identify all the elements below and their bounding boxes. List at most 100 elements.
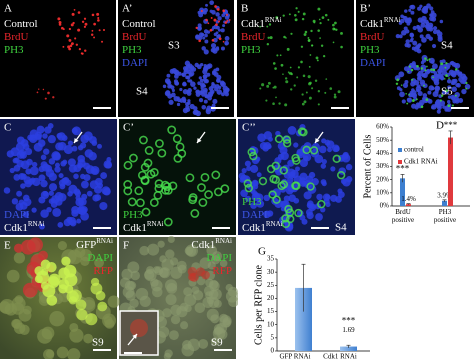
inset-cell [130,319,148,337]
panel-label: Cdk1RNAi [241,16,282,30]
cell [293,142,299,148]
cell [410,4,414,9]
cell [432,26,438,31]
cell [430,68,433,71]
cell [58,23,62,26]
cell [75,299,87,311]
cell [225,13,228,16]
cell [279,180,289,189]
cell [52,207,62,217]
cell [58,278,70,290]
cell [69,328,84,343]
cell [140,175,150,185]
cell [286,214,295,224]
cell [174,80,179,86]
stage-label: S5 [441,86,453,98]
cell [310,44,314,47]
cell [185,107,191,112]
panel-label: DAPI [122,57,148,69]
cell [77,28,81,32]
cell [177,71,182,76]
cell [297,66,300,69]
cell [428,58,431,61]
cell [91,29,94,32]
cell [45,168,55,178]
cell [250,202,257,209]
cell [212,48,218,54]
cell [273,85,277,89]
cell [244,195,252,202]
cell [412,40,418,46]
cell [333,145,340,152]
panel-label: RFP [93,265,113,277]
y-tick-label: 10% [376,188,389,196]
cell [455,68,458,71]
cell [329,87,333,90]
cell [261,83,265,87]
panel-letter: F [123,240,129,252]
cell [320,163,327,169]
cell [279,54,282,57]
cell [439,100,446,107]
label-text: Cdk1 [360,18,384,30]
cell [440,75,445,81]
cell [410,68,414,72]
cell [183,287,193,297]
cell [209,28,213,32]
cell [281,214,290,223]
cell [196,64,202,70]
cell [314,79,318,83]
cell [220,81,226,88]
cell [214,87,219,92]
cell [56,346,69,359]
cell [401,99,406,104]
cell [406,43,411,48]
cell [60,26,64,30]
cell [224,36,230,41]
cell [198,39,201,43]
cell [202,74,208,79]
cell [213,299,222,308]
cell [246,165,252,172]
cell [46,206,52,213]
cell [277,153,285,161]
cell [266,164,276,174]
cell [188,195,198,205]
cell [311,87,314,90]
cell [188,66,193,72]
panel-label: PH3 [360,44,380,56]
cell [283,195,291,202]
cell [137,170,147,180]
cell [201,46,206,51]
cell [46,295,58,306]
cell [405,39,410,44]
cell [274,67,277,70]
cell [204,190,213,199]
cell [451,86,457,92]
label-text: RFP [212,265,232,277]
cell [141,207,151,217]
cell [416,64,419,68]
cell [43,148,50,155]
cell [69,44,73,48]
arrow-head [74,138,79,143]
cell [317,90,321,93]
cell [228,296,239,308]
cell [197,10,201,15]
legend-swatch [398,148,402,152]
cell [61,256,71,266]
cell [66,290,79,303]
cell [398,71,405,78]
cell [399,88,403,92]
cell [272,102,275,106]
cell [285,80,289,84]
cell [426,65,428,68]
cell [206,245,218,256]
cell [215,23,218,26]
cell [72,21,75,25]
cell [168,99,174,105]
cell [205,18,208,22]
cell [129,153,138,163]
x-tick-line: positive [434,216,456,224]
cell [73,173,79,180]
